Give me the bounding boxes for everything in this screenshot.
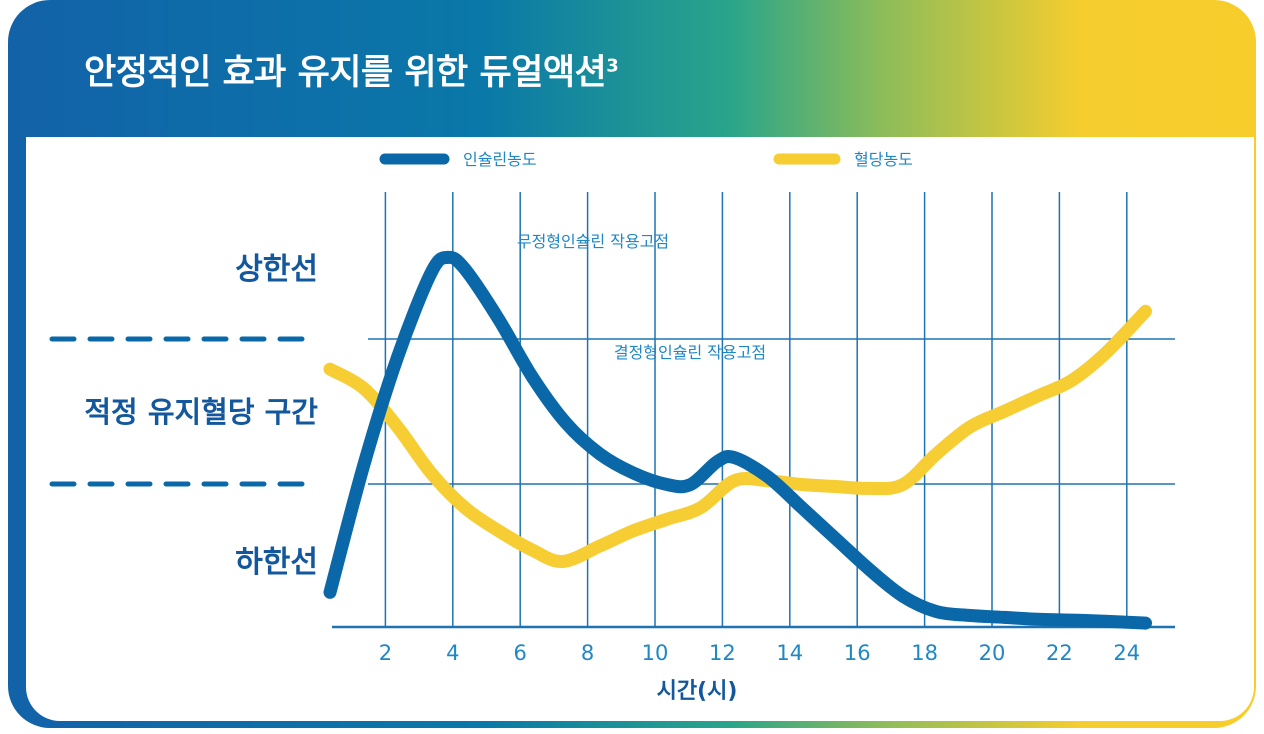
glucose-line bbox=[323, 304, 1152, 569]
series-lines bbox=[323, 250, 1152, 630]
title-text: 안정적인 효과 유지를 위한 듀얼액션 bbox=[84, 53, 607, 93]
x-axis-title: 시간(시) bbox=[657, 679, 738, 704]
x-tick-label: 12 bbox=[709, 641, 736, 665]
insulin-line bbox=[323, 250, 1152, 630]
x-tick-label: 14 bbox=[776, 641, 803, 665]
x-tick-label: 10 bbox=[642, 641, 669, 665]
annotation-amorphous-peak: 무정형인슐린 작용고점 bbox=[517, 232, 669, 251]
x-tick-label: 24 bbox=[1113, 641, 1140, 665]
x-tick-label: 20 bbox=[979, 641, 1006, 665]
page-title: 안정적인 효과 유지를 위한 듀얼액션3 bbox=[84, 44, 619, 95]
legend-glucose-label: 혈당농도 bbox=[854, 150, 913, 169]
chart-card bbox=[8, 0, 1256, 728]
x-tick-label: 18 bbox=[911, 641, 938, 665]
x-tick-label: 4 bbox=[446, 641, 459, 665]
legend-insulin-label: 인슐린농도 bbox=[463, 150, 537, 169]
x-tick-label: 8 bbox=[581, 641, 594, 665]
x-tick-label: 16 bbox=[844, 641, 871, 665]
upper-limit-label: 상한선 bbox=[235, 252, 318, 287]
annotation-crystalline-peak: 결정형인슐린 작용고점 bbox=[614, 343, 766, 362]
target-range-label: 적정 유지혈당 구간 bbox=[84, 395, 318, 429]
lower-limit-label: 하한선 bbox=[235, 545, 318, 580]
x-tick-label: 22 bbox=[1046, 641, 1073, 665]
x-tick-labels: 2 4 6 8 10 12 14 16 18 20 22 24 bbox=[379, 641, 1140, 665]
x-tick-label: 2 bbox=[379, 641, 392, 665]
title-superscript: 3 bbox=[606, 55, 619, 77]
x-tick-label: 6 bbox=[514, 641, 527, 665]
